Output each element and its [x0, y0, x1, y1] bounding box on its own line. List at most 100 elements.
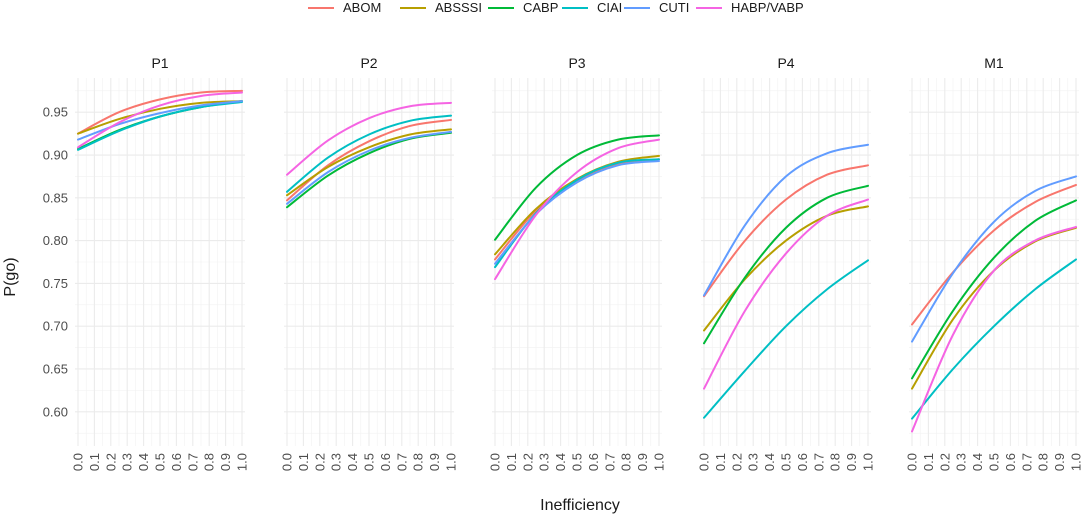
legend-item: ABSSSI [400, 0, 482, 15]
x-tick-label: 0.6 [795, 453, 810, 471]
x-tick-label: 0.2 [103, 453, 118, 471]
x-tick-label: 0.6 [378, 453, 393, 471]
series-line-cabp [911, 199, 1077, 380]
y-tick-label: 0.70 [43, 319, 68, 334]
x-tick-label: 0.1 [296, 453, 311, 471]
x-tick-label: 0.0 [280, 453, 295, 471]
x-tick-label: 1.0 [444, 453, 459, 471]
panel-title: P4 [777, 55, 794, 71]
x-tick-label: 0.3 [120, 453, 135, 471]
x-tick-label: 1.0 [861, 453, 876, 471]
series-line-ciai [703, 259, 869, 419]
panel-p3: P3 0.0 0.1 0.2 0.3 0.4 0.5 0.6 0.7 0.8 0.9 1.0 [488, 55, 667, 471]
x-tick-label: 0.8 [619, 453, 634, 471]
legend-label: CIAI [597, 0, 622, 15]
x-tick-label: 0.5 [779, 453, 794, 471]
series-line-absssi [286, 128, 452, 197]
x-tick-label: 0.1 [921, 453, 936, 471]
x-tick-label: 0.4 [345, 453, 360, 471]
x-tick-label: 0.8 [202, 453, 217, 471]
x-tick-label: 0.7 [394, 453, 409, 471]
legend-item: HABP/VABP [696, 0, 804, 15]
legend-label: ABSSSI [435, 0, 482, 15]
x-tick-label: 0.2 [312, 453, 327, 471]
x-tick-label: 0.4 [970, 453, 985, 471]
legend-item: CIAI [562, 0, 622, 15]
legend-label: CABP [523, 0, 558, 15]
panel-p2: P2 0.0 0.1 0.2 0.3 0.4 0.5 0.6 0.7 0.8 0.9 1.0 [280, 55, 459, 471]
series-line-absssi [703, 205, 869, 332]
series-line-cuti [286, 130, 452, 205]
x-tick-label: 0.8 [828, 453, 843, 471]
series-line-habp-vabp [286, 101, 452, 176]
series-line-cuti [911, 175, 1077, 343]
x-tick-label: 0.1 [87, 453, 102, 471]
series-line-ciai [77, 100, 243, 151]
y-tick-label: 0.90 [43, 148, 68, 163]
series-line-habp-vabp [703, 198, 869, 390]
panel-title: P1 [151, 55, 168, 71]
series-line-abom [911, 183, 1077, 326]
series-line-habp-vabp [911, 225, 1077, 433]
panel-title: P3 [568, 55, 585, 71]
x-tick-label: 0.2 [729, 453, 744, 471]
legend-item: ABOM [308, 0, 381, 15]
series-line-abom [703, 164, 869, 298]
series-line-habp-vabp [77, 91, 243, 149]
x-tick-label: 0.0 [905, 453, 920, 471]
x-tick-label: 0.2 [520, 453, 535, 471]
x-tick-label: 0.5 [987, 453, 1002, 471]
x-tick-label: 0.9 [218, 453, 233, 471]
panel-title: P2 [360, 55, 377, 71]
x-tick-label: 0.3 [537, 453, 552, 471]
legend-label: HABP/VABP [731, 0, 804, 15]
series-line-cabp [494, 134, 660, 241]
panel-m1: M1 0.0 0.1 0.2 0.3 0.4 0.5 0.6 0.7 0.8 0.9 1.0 [905, 55, 1084, 471]
series-line-cabp [703, 184, 869, 345]
x-tick-label: 0.5 [570, 453, 585, 471]
x-tick-label: 1.0 [235, 453, 250, 471]
series-line-ciai [911, 258, 1077, 420]
legend-label: ABOM [343, 0, 381, 15]
x-tick-label: 0.4 [762, 453, 777, 471]
x-tick-label: 0.3 [954, 453, 969, 471]
x-tick-label: 0.6 [586, 453, 601, 471]
x-tick-label: 0.7 [602, 453, 617, 471]
x-tick-label: 0.8 [1036, 453, 1051, 471]
series-line-absssi [77, 100, 243, 135]
x-tick-label: 1.0 [1069, 453, 1084, 471]
x-tick-label: 0.9 [427, 453, 442, 471]
y-tick-label: 0.95 [43, 105, 68, 120]
y-tick-label: 0.85 [43, 190, 68, 205]
x-tick-label: 0.7 [185, 453, 200, 471]
x-tick-label: 0.9 [635, 453, 650, 471]
x-tick-label: 0.0 [71, 453, 86, 471]
series-line-cuti [494, 160, 660, 265]
x-tick-label: 0.3 [746, 453, 761, 471]
panel-title: M1 [984, 55, 1004, 71]
series-line-ciai [286, 114, 452, 193]
y-tick-label: 0.80 [43, 233, 68, 248]
x-tick-label: 0.7 [811, 453, 826, 471]
panel-p1: P1 0.0 0.1 0.2 0.3 0.4 0.5 0.6 0.7 0.8 0.9 1.0 [71, 55, 250, 471]
legend-item: CABP [488, 0, 558, 15]
x-tick-label: 0.9 [1052, 453, 1067, 471]
x-tick-label: 1.0 [652, 453, 667, 471]
x-tick-label: 0.9 [844, 453, 859, 471]
x-tick-label: 0.0 [488, 453, 503, 471]
y-tick-label: 0.65 [43, 361, 68, 376]
x-tick-label: 0.8 [411, 453, 426, 471]
x-tick-label: 0.5 [153, 453, 168, 471]
series-line-abom [77, 89, 243, 135]
x-tick-label: 0.1 [713, 453, 728, 471]
series-line-cuti [703, 143, 869, 297]
x-tick-label: 0.6 [1003, 453, 1018, 471]
x-tick-label: 0.6 [169, 453, 184, 471]
y-tick-label: 0.75 [43, 276, 68, 291]
legend-label: CUTI [659, 0, 689, 15]
panels: P10.0 0.1 0.2 0.3 0.4 0.5 0.6 0.7 0.8 0.9 1.0P20.0… [43, 55, 1084, 471]
x-tick-label: 0.1 [504, 453, 519, 471]
x-tick-label: 0.4 [553, 453, 568, 471]
x-tick-label: 0.7 [1019, 453, 1034, 471]
